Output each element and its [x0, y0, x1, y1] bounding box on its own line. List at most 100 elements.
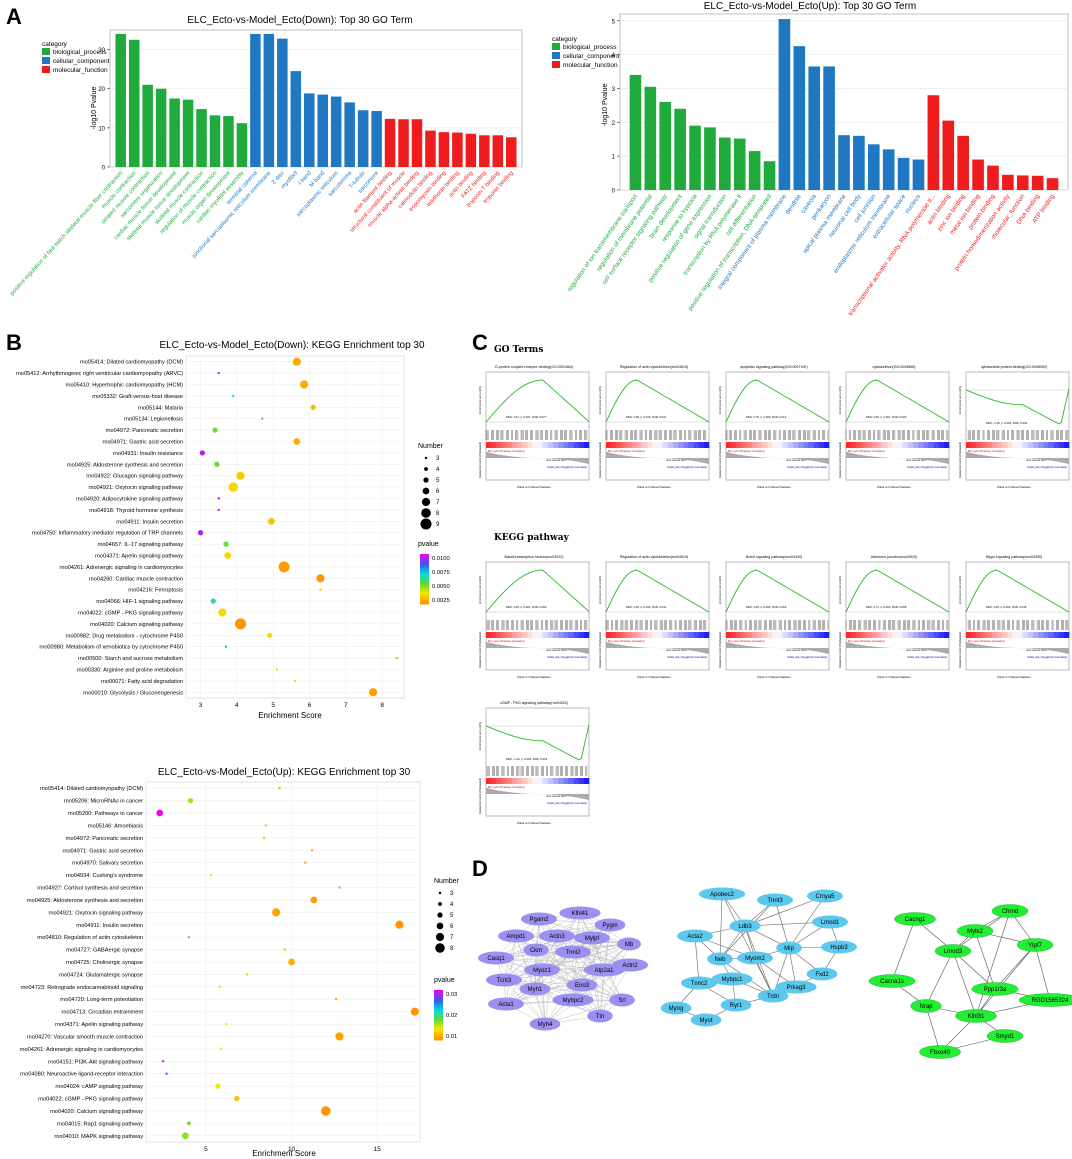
network-node: [486, 973, 522, 987]
x-tick-label: 5: [204, 1146, 208, 1153]
gsea-rank-label: Ranked list metric (PreRanked): [598, 442, 602, 478]
bar: [882, 149, 895, 190]
size-legend-dot: [435, 932, 445, 942]
gsea-gradient-cell: [938, 632, 945, 638]
network-edge: [994, 944, 1036, 990]
gsea-rank-label: Ranked list metric (PreRanked): [718, 442, 722, 478]
colorbar-label: 0.01: [446, 1034, 457, 1040]
gsea-gradient-cell: [1012, 442, 1018, 448]
pathway-label: rno04750: Inflammatory mediator regulati…: [32, 531, 183, 537]
gsea-gradient-cell: [532, 442, 538, 448]
gsea-gradient-cell: [506, 778, 513, 784]
gsea-gradient-cell: [933, 442, 939, 448]
gsea-gradient-cell: [647, 442, 653, 448]
network-node: [812, 915, 848, 929]
gsea-stats: NES: 2.78, p: 0.000, FDR: 0.012: [746, 415, 787, 419]
gsea-gradient-cell: [501, 632, 507, 638]
colorbar-segment: [420, 554, 429, 557]
gsea-gradient-cell: [703, 632, 710, 638]
network-edge: [544, 935, 558, 1025]
gsea-gradient-cell: [823, 632, 830, 638]
pathway-label: rno04727: GABAergic synapse: [66, 948, 143, 954]
gsea-gradient-cell: [1032, 632, 1039, 638]
network-node-label: Ldb3: [738, 924, 752, 930]
data-point: [217, 508, 220, 512]
gsea-plot-title: apoptotic signaling pathway(GO:0097190): [740, 365, 807, 369]
data-point: [266, 632, 273, 638]
gsea-gradient-cell: [782, 632, 789, 638]
kegg-up-xlabel: Enrichment Score: [252, 1149, 316, 1158]
network-edge: [544, 999, 623, 1025]
network-node: [807, 889, 843, 903]
gsea-gradient-cell: [578, 442, 585, 448]
gsea-gradient-cell: [527, 778, 533, 784]
network-edge: [503, 935, 558, 981]
gsea-pos-label: ELC_Ecto (Positively Correlated): [488, 450, 525, 453]
bar: [897, 157, 910, 190]
colorbar-segment: [434, 1028, 443, 1031]
gsea-gradient-cell: [846, 442, 852, 448]
gsea-xaxis-label: Rank in Ordered Dataset: [757, 485, 790, 489]
network-node-label: Casq1: [487, 956, 505, 962]
size-legend-label: 7: [436, 500, 440, 506]
gsea-gradient-cell: [851, 442, 857, 448]
network-edge: [719, 893, 723, 960]
gsea-gradient-cell: [933, 632, 939, 638]
data-point: [275, 668, 279, 671]
bar: [196, 109, 207, 167]
gsea-xaxis-label: Rank in Ordered Dataset: [517, 675, 550, 679]
network-node-label: Actn3: [549, 934, 565, 940]
data-point: [319, 588, 322, 591]
gsea-gradient-cell: [662, 442, 669, 448]
gsea-gradient-cell: [976, 632, 982, 638]
colorbar-segment: [434, 1008, 443, 1011]
bar: [927, 95, 940, 190]
network-edge: [599, 964, 631, 1017]
gsea-gradient-cell: [522, 778, 528, 784]
network-node: [894, 912, 936, 926]
gsea-gradient-cell: [876, 632, 883, 638]
gsea-neg-label: Model_Ecto (Negatively Correlated): [667, 656, 707, 659]
network-edge: [925, 950, 954, 1007]
gsea-frame: [965, 371, 1070, 481]
gsea-stats: NES: 1.61, p: 0.021, FDR: 0.077: [506, 415, 547, 419]
gsea-gradient-cell: [731, 632, 737, 638]
gsea-gradient-cell: [887, 632, 893, 638]
data-point: [395, 920, 404, 929]
colorbar-segment: [434, 1020, 443, 1023]
bar: [182, 99, 194, 167]
colorbar-segment: [434, 998, 443, 1001]
gsea-frame: [725, 561, 830, 671]
gsea-gradient-cell: [887, 442, 893, 448]
gsea-gradient-cell: [1022, 442, 1029, 448]
gsea-gradient-cell: [808, 632, 814, 638]
pathway-label: rno04371: Apelin signaling pathway: [55, 1022, 143, 1028]
network-node: [681, 976, 717, 990]
pathway-label: rno04151: PI3K-Akt signaling pathway: [48, 1059, 143, 1065]
size-legend-label: 6: [436, 489, 440, 495]
data-point: [292, 357, 301, 366]
gsea-gradient-cell: [631, 442, 638, 448]
network-node-label: Fxd2: [815, 972, 829, 978]
gsea-gradient-cell: [976, 442, 982, 448]
bar: [492, 135, 504, 167]
network-node: [521, 912, 557, 926]
panel-letter-d: D: [472, 856, 488, 881]
network-edge: [541, 969, 546, 1025]
network-node: [617, 937, 641, 951]
y-tick-label: 3: [612, 87, 616, 93]
gsea-gradient-cell: [606, 632, 612, 638]
gsea-gradient-cell: [563, 778, 569, 784]
gsea-es-label: Enrichment score (ES): [718, 386, 722, 414]
network-node-label: Chrnd: [1002, 909, 1018, 915]
bar: [793, 46, 806, 191]
data-point: [212, 427, 218, 433]
bar: [1016, 175, 1029, 190]
kegg-up-dot-chart: ELC_Ecto-vs-Model_Ecto(Up): KEGG Enrichm…: [20, 767, 460, 1158]
gsea-gradient-cell: [573, 778, 579, 784]
gsea-gradient-cell: [912, 442, 919, 448]
pathway-label: rno05332: Graft-versus-host disease: [92, 394, 183, 400]
colorbar-label: 0.0050: [432, 584, 450, 590]
go-down-ylabel: -log10 Pvalue: [91, 86, 98, 129]
gsea-zero-label: Zero score at 10997: [666, 459, 687, 462]
